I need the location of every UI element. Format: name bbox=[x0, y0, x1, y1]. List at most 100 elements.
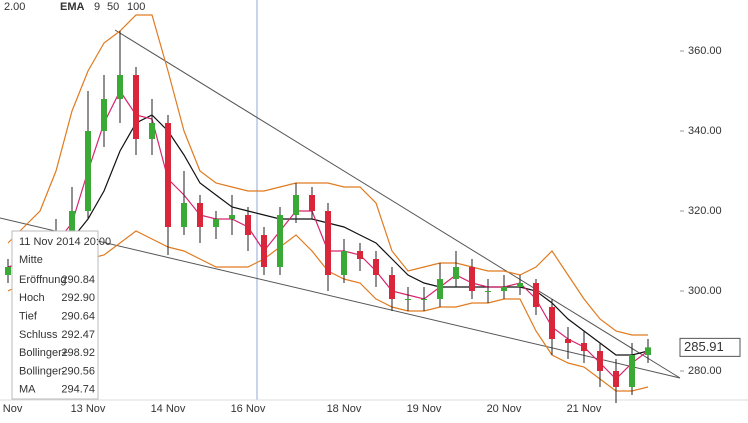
tooltip-label: Bollinger+ bbox=[19, 347, 68, 359]
candle bbox=[197, 195, 203, 243]
candle bbox=[165, 115, 171, 255]
candle-body bbox=[453, 267, 459, 279]
candle-body bbox=[325, 211, 331, 275]
tooltip-value: 292.90 bbox=[61, 292, 95, 304]
candle bbox=[373, 251, 379, 287]
candle bbox=[293, 183, 299, 223]
tooltip-value: 290.56 bbox=[61, 365, 95, 377]
candle-body bbox=[597, 351, 603, 371]
candle-body bbox=[149, 123, 155, 139]
candle-body bbox=[277, 215, 283, 267]
candle bbox=[485, 279, 491, 303]
candle-body bbox=[501, 287, 507, 291]
tooltip-label: Schluss bbox=[19, 329, 58, 341]
candle-body bbox=[357, 251, 363, 259]
candle bbox=[357, 243, 363, 271]
candle bbox=[85, 91, 91, 219]
candle-body bbox=[645, 347, 651, 355]
y-tick-label: 300.00 bbox=[688, 285, 722, 297]
candle bbox=[469, 259, 475, 299]
x-tick-label: 16 Nov bbox=[231, 403, 266, 415]
candle-body bbox=[5, 267, 11, 275]
candle bbox=[581, 331, 587, 363]
tooltip-label: Tief bbox=[19, 311, 38, 323]
candle bbox=[533, 279, 539, 315]
candle-body bbox=[309, 195, 315, 211]
trend-line bbox=[114, 29, 681, 379]
candle-body bbox=[485, 291, 491, 292]
tooltip-value: 292.47 bbox=[61, 329, 95, 341]
candle bbox=[261, 227, 267, 275]
candle-body bbox=[437, 279, 443, 299]
tooltip-value: 298.92 bbox=[61, 347, 95, 359]
candle-body bbox=[261, 235, 267, 267]
x-tick-label: 14 Nov bbox=[151, 403, 186, 415]
candle bbox=[117, 31, 123, 123]
y-tick-label: 320.00 bbox=[688, 205, 722, 217]
tooltip-value: 294.74 bbox=[61, 384, 95, 396]
legend-label: EMA bbox=[60, 1, 85, 13]
x-tick-label: 21 Nov bbox=[567, 403, 602, 415]
tooltip-label: MA bbox=[19, 384, 36, 396]
candle bbox=[389, 267, 395, 311]
tooltip-box bbox=[11, 230, 99, 400]
candle bbox=[645, 339, 651, 363]
candle-body bbox=[613, 371, 619, 387]
tooltip-label: Hoch bbox=[19, 292, 45, 304]
candle-body bbox=[629, 355, 635, 387]
trend-line bbox=[0, 217, 681, 379]
y-tick-label: 340.00 bbox=[688, 125, 722, 137]
x-tick-label: 19 Nov bbox=[407, 403, 442, 415]
candle bbox=[549, 299, 555, 355]
candle-body bbox=[549, 307, 555, 339]
price-tag-label: 285.91 bbox=[684, 339, 724, 354]
tooltip-label: Eröffnung bbox=[19, 274, 67, 286]
candle bbox=[517, 275, 523, 295]
candle-body bbox=[245, 215, 251, 235]
tooltip-value: 290.64 bbox=[61, 311, 95, 323]
candle bbox=[229, 195, 235, 235]
candle-body bbox=[533, 283, 539, 307]
candle bbox=[405, 287, 411, 311]
candle bbox=[101, 75, 107, 147]
candle-body bbox=[469, 267, 475, 291]
x-tick-label: 18 Nov bbox=[327, 403, 362, 415]
candle bbox=[277, 207, 283, 275]
candle bbox=[309, 187, 315, 219]
candle-body bbox=[213, 219, 219, 227]
candle-body bbox=[133, 75, 139, 139]
candle-body bbox=[229, 215, 235, 219]
candle bbox=[437, 263, 443, 307]
candle bbox=[245, 207, 251, 251]
tooltip-title: 11 Nov 2014 20:00 bbox=[19, 236, 111, 248]
candle-body bbox=[117, 75, 123, 99]
price-tag bbox=[679, 337, 741, 357]
candle bbox=[629, 343, 635, 395]
x-tick-label: 13 Nov bbox=[71, 403, 106, 415]
candle-body bbox=[565, 339, 571, 343]
tooltip-label: Bollinger- bbox=[19, 365, 66, 377]
legend-period: 100 bbox=[127, 1, 145, 13]
candle-body bbox=[373, 259, 379, 275]
candle-body bbox=[421, 299, 427, 300]
candle bbox=[133, 67, 139, 155]
candle-body bbox=[197, 203, 203, 227]
candle-body bbox=[341, 251, 347, 275]
candle bbox=[501, 275, 507, 299]
candle-body bbox=[389, 275, 395, 299]
candle bbox=[597, 343, 603, 387]
candle bbox=[453, 251, 459, 287]
candle bbox=[421, 287, 427, 311]
candle bbox=[565, 327, 571, 359]
indicator-line bbox=[7, 14, 648, 336]
legend-period: 9 bbox=[94, 1, 100, 13]
x-tick-label: 20 Nov bbox=[487, 403, 522, 415]
candle bbox=[613, 359, 619, 403]
x-tick-label: 2 Nov bbox=[0, 403, 23, 415]
legend-scale: 2.00 bbox=[4, 1, 25, 13]
tooltip-subtitle: Mitte bbox=[19, 254, 43, 266]
candle-body bbox=[405, 299, 411, 300]
candle-body bbox=[165, 123, 171, 227]
candle bbox=[181, 171, 187, 235]
